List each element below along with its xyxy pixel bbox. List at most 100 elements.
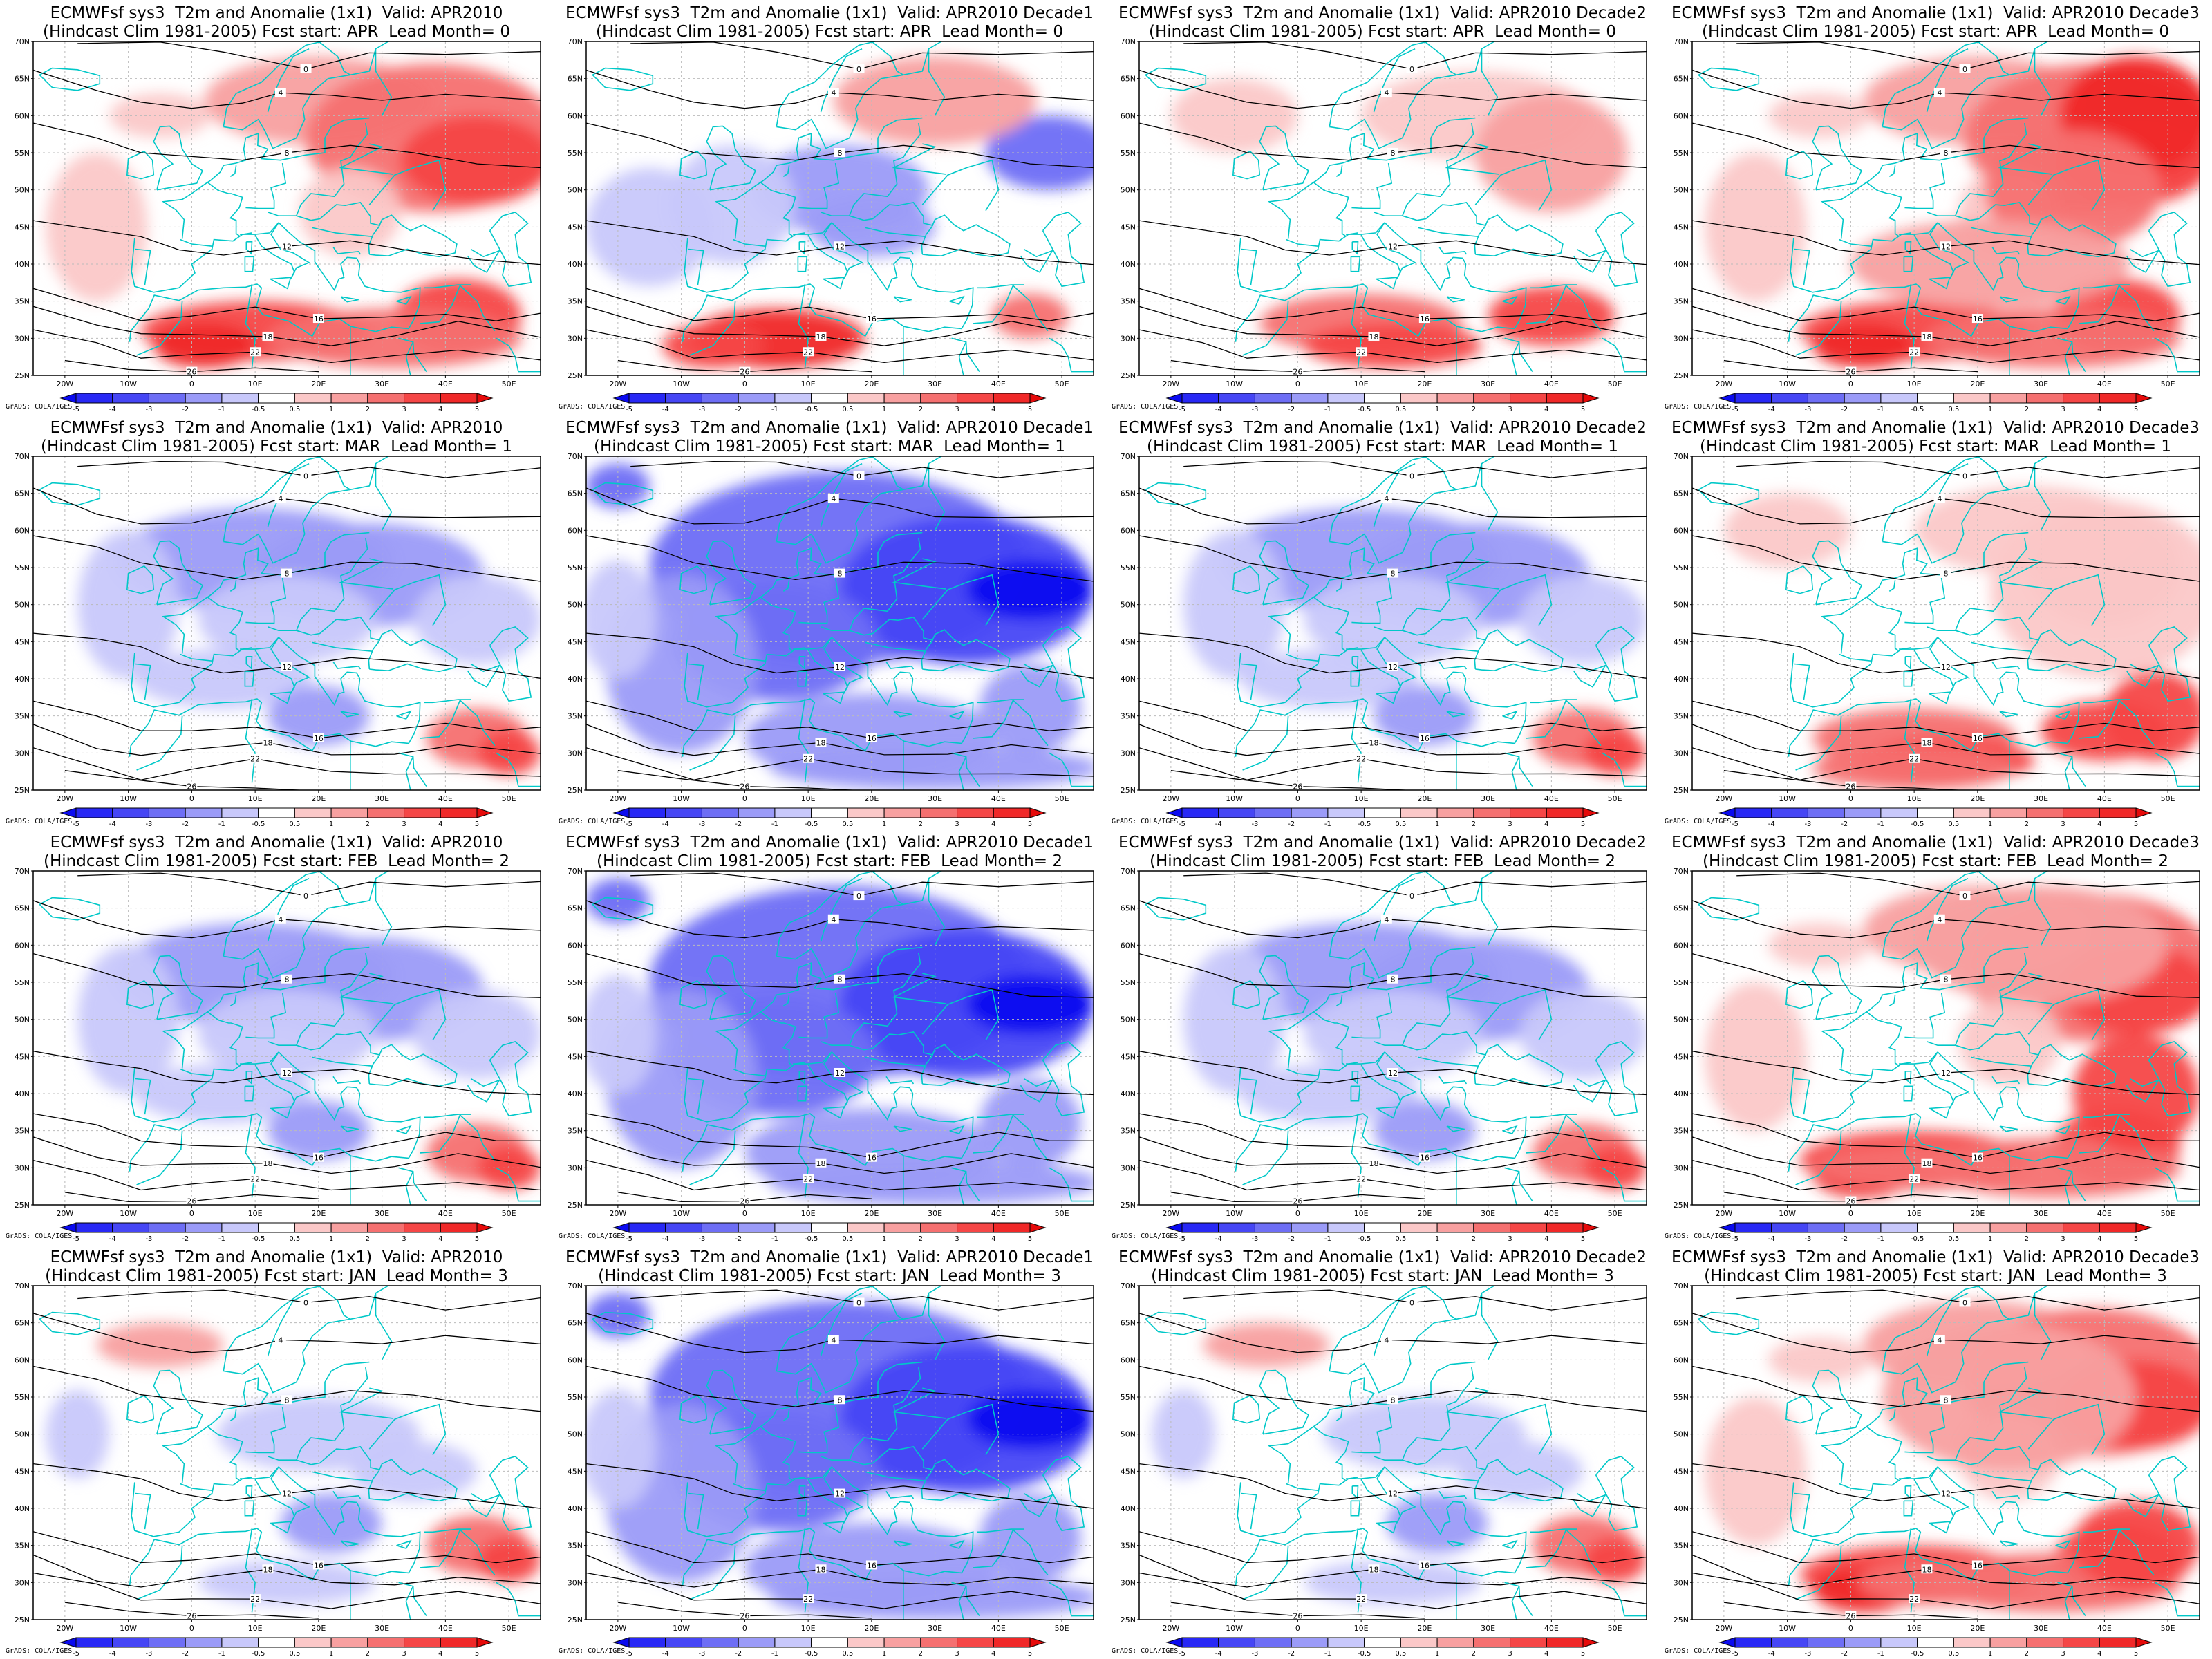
anomaly-map: 048121618222670N65N60N55N50N45N40N35N30N…: [15, 1282, 541, 1658]
colorbar-label: 3: [402, 1235, 406, 1243]
isotherm-12: [586, 1051, 1094, 1096]
lat-label: 55N: [1674, 978, 1689, 987]
colorbar-label: -1: [1877, 406, 1884, 413]
colorbar: -5 -4 -3 -2 -1 -0.5 0.5 1 2 3 4 5: [1165, 807, 1600, 828]
lon-label: 50E: [2161, 794, 2175, 803]
lat-label: 40N: [1674, 1089, 1689, 1098]
colorbar-label: -5: [626, 406, 632, 413]
map-panel: ECMWFsf sys3 T2m and Anomalie (1x1) Vali…: [1106, 415, 1659, 830]
map-frame: [32, 456, 541, 791]
lon-label: 20W: [56, 1209, 73, 1218]
grads-credit: GrADS: COLA/IGES: [559, 403, 626, 411]
colorbar-label: 2: [2025, 821, 2029, 828]
lon-label: 10W: [673, 1624, 690, 1633]
colorbar-segment: [628, 393, 666, 404]
colorbar-segment: [993, 393, 1031, 404]
anomaly-area: [770, 745, 1094, 790]
lat-label: 55N: [1121, 1393, 1136, 1402]
colorbar-segment: [1844, 393, 1882, 404]
colorbar-label: -1: [1877, 821, 1884, 828]
colorbar-segment: [1880, 393, 1918, 404]
isotherm-8: [33, 122, 541, 169]
colorbar-segment: [1029, 1637, 1047, 1648]
lon-label: 50E: [1608, 794, 1622, 803]
anomaly-area: [280, 1493, 382, 1553]
colorbar-label: -3: [145, 821, 152, 828]
lat-label: 70N: [15, 37, 30, 46]
grads-credit: GrADS: COLA/IGES: [1665, 1647, 1732, 1655]
colorbar-segment: [1291, 393, 1329, 404]
lat-label: 60N: [1674, 526, 1689, 535]
lat-label: 60N: [1121, 111, 1136, 120]
colorbar-segment: [993, 1637, 1031, 1648]
colorbar-label: 3: [2061, 821, 2065, 828]
colorbar-segment: [330, 1222, 368, 1233]
anomaly-area: [1386, 1493, 1488, 1553]
isotherm-12: [1692, 220, 2200, 265]
lat-label: 70N: [568, 452, 583, 461]
colorbar-label: -2: [1288, 406, 1295, 413]
map-panel: ECMWFsf sys3 T2m and Anomalie (1x1) Vali…: [0, 830, 553, 1244]
colorbar-segment: [476, 1637, 494, 1648]
contour-label: 16: [1973, 315, 1983, 324]
lon-label: 10W: [120, 379, 137, 388]
lat-label: 50N: [15, 1015, 30, 1024]
lon-label: 30E: [1481, 379, 1495, 388]
contour-label: 0: [1409, 471, 1414, 480]
colorbar-segment: [1327, 1222, 1365, 1233]
colorbar-label: -3: [145, 406, 152, 413]
lon-label: 40E: [438, 794, 453, 803]
lat-label: 65N: [1674, 1319, 1689, 1328]
lat-label: 35N: [1674, 712, 1689, 721]
lon-label: 10E: [248, 794, 263, 803]
contour-label: 18: [1922, 738, 1931, 747]
grads-credit: GrADS: COLA/IGES: [6, 403, 73, 411]
colorbar-label: 5: [475, 1650, 479, 1658]
lon-label: 10E: [1907, 794, 1922, 803]
colorbar-label: -3: [1804, 406, 1811, 413]
colorbar-segment: [185, 807, 223, 818]
lat-label: 70N: [1121, 1282, 1136, 1291]
colorbar-label: -5: [1179, 1650, 1185, 1658]
colorbar-segment: [1880, 807, 1918, 818]
colorbar-label: -2: [182, 821, 189, 828]
colorbar-label: 0.5: [1395, 406, 1406, 413]
colorbar-label: -1: [1877, 1650, 1884, 1658]
lon-label: 40E: [991, 379, 1006, 388]
colorbar-segment: [2026, 1637, 2064, 1648]
contour-label: 4: [1384, 1335, 1389, 1344]
contour-label: 22: [803, 1174, 813, 1183]
contour-label: 16: [867, 1154, 877, 1163]
map-frame: [585, 456, 1094, 791]
lon-label: 10E: [801, 794, 816, 803]
colorbar: -5 -4 -3 -2 -1 -0.5 0.5 1 2 3 4 5: [1718, 1637, 2153, 1658]
colorbar-segment: [221, 393, 259, 404]
lon-label: 10W: [1226, 794, 1243, 803]
colorbar-segment: [1181, 1222, 1219, 1233]
colorbar-label: -1: [1324, 1235, 1331, 1243]
lat-label: 60N: [15, 111, 30, 120]
colorbar-label: -4: [1768, 1235, 1775, 1243]
contour-label: 18: [263, 738, 272, 747]
lon-label: 20E: [311, 1209, 326, 1218]
lat-label: 40N: [15, 1089, 30, 1098]
colorbar-label: -4: [109, 406, 116, 413]
colorbar-segment: [1880, 1222, 1918, 1233]
title-line-2: (Hindcast Clim 1981-2005) Fcst start: MA…: [1147, 438, 1618, 456]
colorbar-label: -4: [1215, 406, 1222, 413]
colorbar-label: 3: [402, 821, 406, 828]
anomaly-shading: [77, 508, 541, 776]
map-frame: [585, 41, 1094, 376]
colorbar-label: -2: [735, 821, 742, 828]
lon-label: 20W: [609, 1624, 626, 1633]
colorbar-label: 1: [882, 821, 886, 828]
colorbar-segment: [112, 1222, 149, 1233]
colorbar-label: 4: [1544, 1235, 1548, 1243]
colorbar-segment: [294, 1637, 332, 1648]
colorbar-segment: [1734, 807, 1772, 818]
lat-label: 40N: [15, 260, 30, 269]
title-line-2: (Hindcast Clim 1981-2005) Fcst start: AP…: [43, 23, 510, 41]
colorbar-label: 4: [2097, 1650, 2101, 1658]
colorbar-label: 2: [919, 821, 923, 828]
